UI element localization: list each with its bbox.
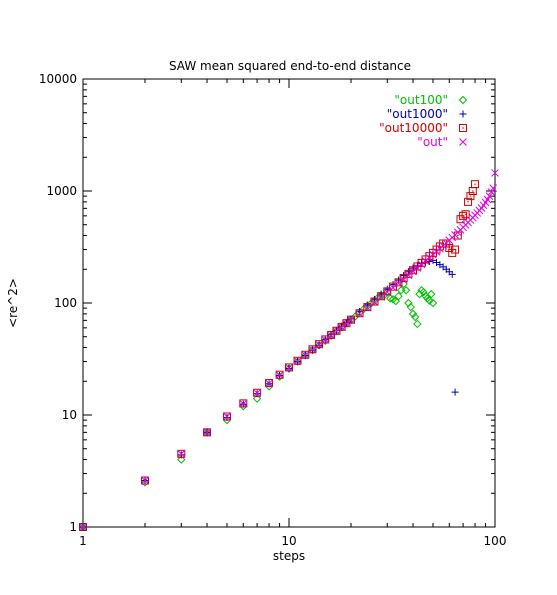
legend-marker	[459, 124, 467, 132]
data-point	[293, 357, 302, 365]
data-point	[386, 294, 395, 303]
data-point	[394, 291, 403, 301]
data-point	[203, 428, 211, 437]
data-point	[394, 279, 403, 288]
legend-marker	[458, 95, 468, 105]
data-point	[253, 389, 261, 397]
data-point	[275, 371, 284, 379]
y-tick-label: 10	[62, 408, 77, 422]
data-point	[342, 319, 351, 328]
x-tick-label: 1	[79, 534, 87, 548]
data-point	[451, 245, 460, 254]
series-1-points	[78, 279, 438, 532]
data-points	[78, 169, 499, 532]
data-point	[337, 323, 346, 332]
data-point	[363, 303, 372, 312]
data-point	[471, 180, 480, 189]
legend: "out100""out1000""out10000""out"	[379, 93, 468, 149]
x-axis-label: steps	[273, 549, 305, 563]
x-tick-label: 100	[484, 534, 507, 548]
data-point	[141, 476, 149, 485]
data-point	[284, 364, 294, 373]
data-point	[321, 335, 330, 344]
data-point	[413, 319, 422, 329]
data-point	[140, 478, 150, 487]
legend-entry-label: "out10000"	[379, 121, 448, 135]
data-point	[355, 309, 364, 318]
data-point	[389, 283, 397, 292]
data-point	[487, 188, 496, 196]
data-point	[399, 275, 408, 284]
data-point	[377, 293, 385, 301]
data-point	[408, 309, 418, 319]
data-point	[285, 363, 293, 372]
data-point	[468, 187, 477, 195]
legend-entry-label: "out"	[417, 135, 448, 149]
data-point	[332, 327, 341, 336]
series-4-points	[79, 169, 499, 531]
y-axis-label: <re^2>	[6, 278, 20, 328]
data-point	[406, 302, 415, 312]
data-point	[461, 210, 470, 219]
data-point	[79, 523, 87, 531]
data-point	[370, 298, 379, 306]
series-2-points	[79, 256, 459, 531]
legend-marker	[459, 110, 467, 118]
chart-title: SAW mean squared end-to-end distance	[169, 59, 411, 73]
data-point	[426, 289, 436, 299]
data-point	[491, 169, 499, 177]
data-point	[347, 316, 355, 324]
y-tick-label: 1000	[46, 184, 77, 198]
data-point	[177, 449, 186, 458]
data-point	[383, 288, 392, 296]
data-point	[239, 399, 248, 408]
data-point	[327, 331, 335, 340]
data-point	[265, 379, 273, 388]
y-tick-label: 10000	[39, 72, 77, 86]
x-ticks: 1 10 100	[79, 79, 506, 548]
data-point	[301, 351, 310, 360]
data-point	[451, 388, 459, 396]
data-point	[239, 401, 248, 411]
data-point	[485, 192, 494, 200]
data-point	[252, 394, 262, 403]
y-tick-label: 100	[54, 296, 77, 310]
data-point	[466, 192, 475, 201]
data-point	[464, 197, 473, 206]
data-point	[308, 345, 317, 354]
y-tick-label: 1	[69, 520, 77, 534]
data-point	[448, 270, 456, 278]
x-tick-label: 10	[281, 534, 296, 548]
data-point	[413, 263, 422, 272]
series-3-points	[79, 180, 480, 531]
legend-marker	[459, 138, 467, 146]
data-point	[489, 184, 498, 193]
data-point	[428, 298, 438, 308]
data-point	[404, 271, 413, 280]
y-ticks: 1 10 100 1000 10000	[39, 72, 495, 534]
data-point	[401, 286, 411, 295]
data-point	[419, 287, 428, 297]
legend-entry-label: "out100"	[394, 93, 448, 107]
data-point	[399, 279, 408, 289]
data-point	[223, 412, 231, 421]
data-point	[177, 455, 186, 464]
legend-entry-label: "out1000"	[387, 107, 448, 121]
data-point	[411, 312, 420, 322]
data-point	[315, 340, 323, 349]
data-point	[425, 296, 434, 305]
